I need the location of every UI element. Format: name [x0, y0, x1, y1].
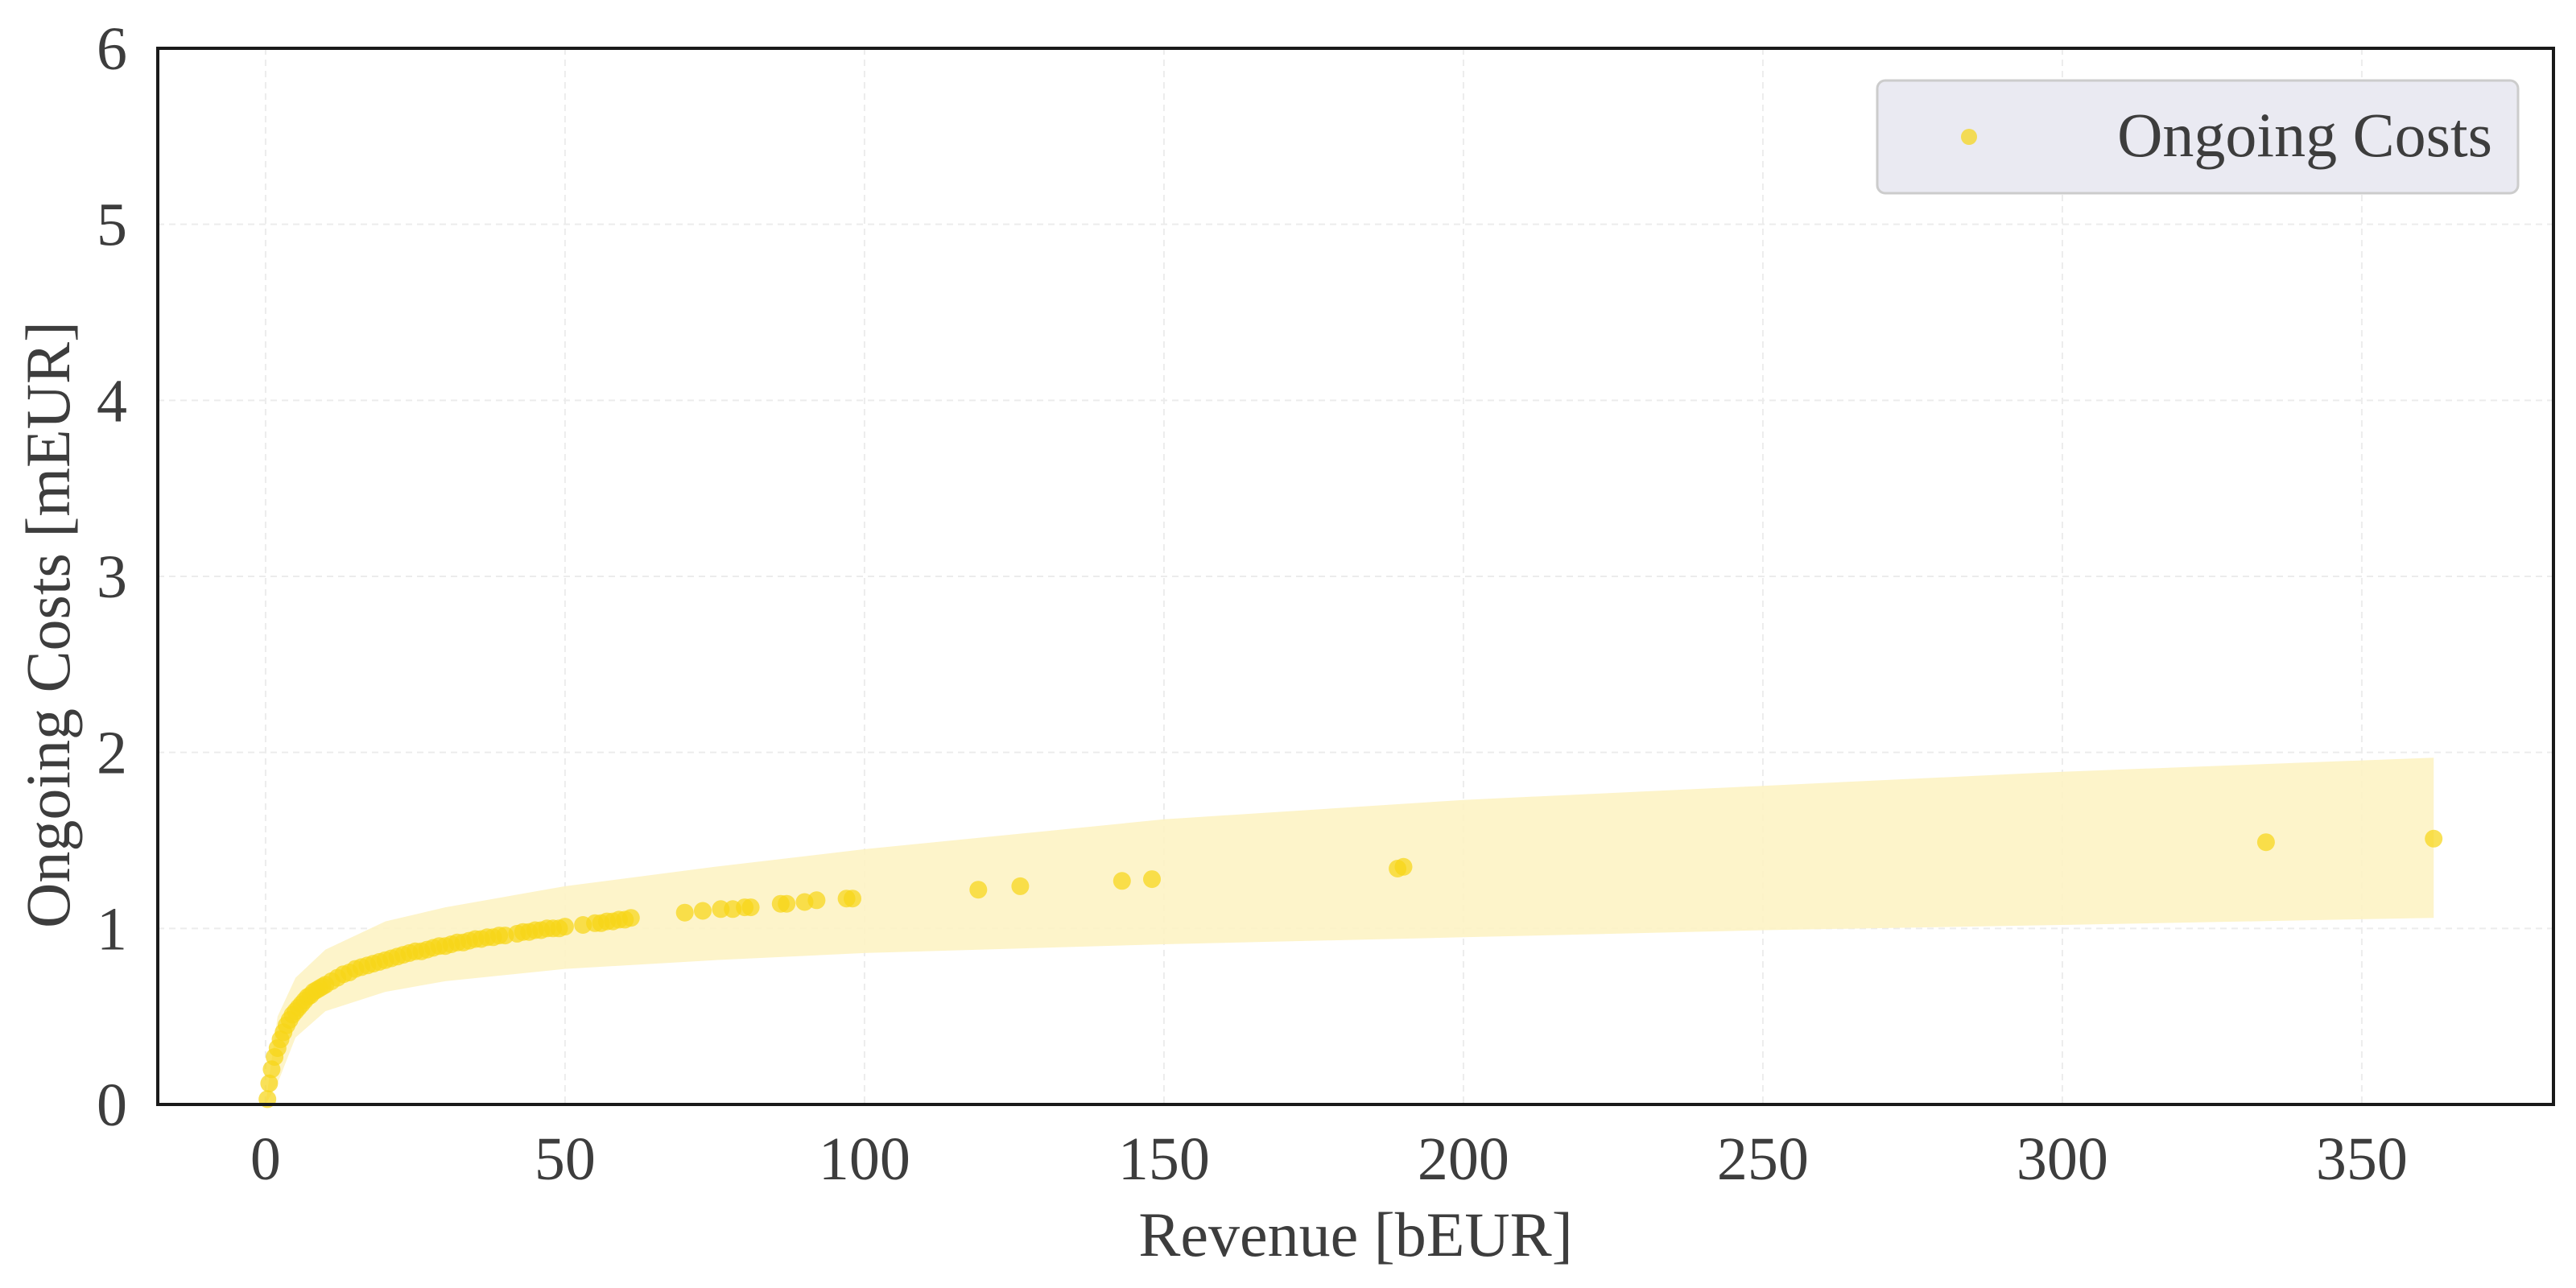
data-point: [260, 1074, 279, 1092]
y-tick-label: 2: [97, 720, 127, 787]
data-point: [1143, 870, 1161, 889]
y-tick-label: 6: [97, 15, 127, 83]
y-tick-label: 1: [97, 895, 127, 963]
x-tick-label: 100: [819, 1125, 910, 1193]
confidence-band: [265, 758, 2434, 1104]
data-point: [675, 903, 694, 922]
data-point: [1113, 872, 1131, 890]
legend-marker: [1961, 129, 1977, 145]
y-tick-label: 5: [97, 192, 127, 259]
x-tick-label: 50: [535, 1125, 596, 1193]
legend: Ongoing Costs: [1876, 79, 2520, 195]
data-point: [969, 881, 988, 899]
data-point: [1011, 877, 1030, 895]
plot-frame: [156, 47, 2555, 1106]
x-tick-label: 200: [1418, 1125, 1509, 1193]
x-tick-label: 0: [250, 1125, 281, 1193]
data-point: [2425, 829, 2443, 848]
scatter-series: [258, 829, 2443, 1108]
data-point: [555, 918, 574, 936]
x-tick-label: 300: [2017, 1125, 2108, 1193]
legend-box: [1876, 79, 2520, 195]
x-axis-ticks: 0 50 100 150 200 250 300 350: [250, 1125, 2408, 1193]
legend-label: Ongoing Costs: [2117, 100, 2492, 170]
data-point: [844, 890, 861, 908]
data-point: [741, 898, 760, 917]
y-axis-title: Ongoing Costs [mEUR]: [13, 321, 83, 928]
y-tick-label: 0: [97, 1071, 127, 1139]
data-point: [2256, 833, 2275, 852]
x-tick-label: 350: [2316, 1125, 2408, 1193]
x-tick-label: 150: [1118, 1125, 1210, 1193]
y-tick-label: 4: [97, 367, 127, 435]
data-point: [694, 902, 712, 920]
data-point: [807, 891, 826, 910]
data-point: [778, 894, 796, 913]
x-tick-label: 250: [1717, 1125, 1809, 1193]
x-axis-title: Revenue [bEUR]: [1138, 1199, 1572, 1269]
confidence-band-area: [265, 758, 2434, 1104]
data-point: [1394, 857, 1413, 876]
data-point: [621, 909, 640, 927]
y-tick-label: 3: [97, 543, 127, 611]
y-axis-ticks: 0 1 2 3 4 5 6: [97, 15, 127, 1139]
